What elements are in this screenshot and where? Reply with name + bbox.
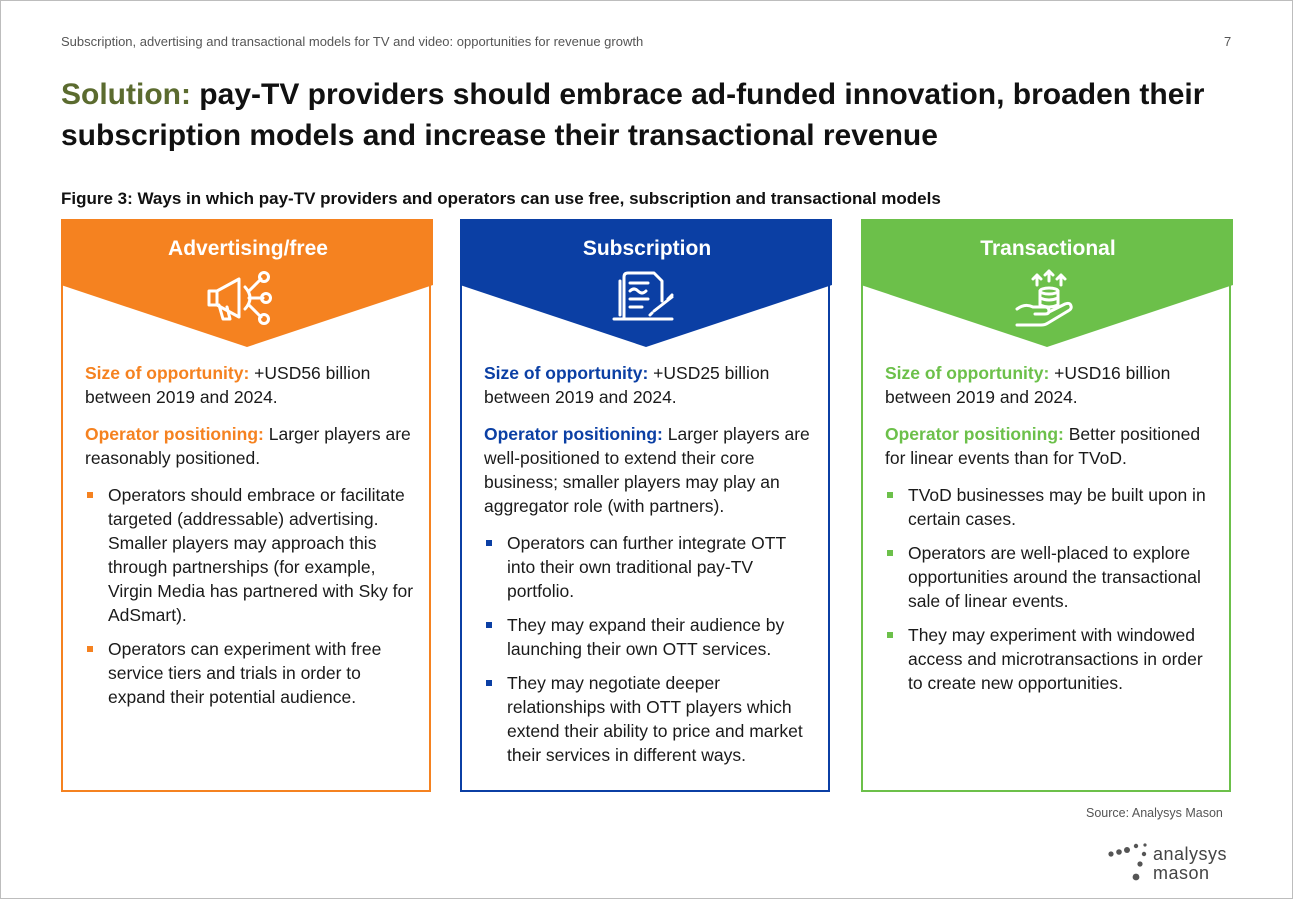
source-note: Source: Analysys Mason [1086, 806, 1223, 820]
bullet-text: TVoD businesses may be built upon in cer… [908, 485, 1206, 529]
bullet-list: Operators should embrace or facilitate t… [85, 483, 415, 709]
list-item: Operators can experiment with free servi… [85, 637, 415, 709]
bullet-icon [87, 492, 93, 498]
size-of-opportunity: Size of opportunity: +USD25 billion betw… [484, 361, 814, 409]
list-item: They may expand their audience by launch… [484, 613, 814, 661]
bullet-icon [887, 550, 893, 556]
card-body: Size of opportunity: +USD25 billion betw… [484, 361, 814, 777]
bullet-text: Operators should embrace or facilitate t… [108, 485, 414, 625]
list-item: TVoD businesses may be built upon in cer… [885, 483, 1215, 531]
positioning-label: Operator positioning: [85, 424, 264, 444]
size-text: +USD16 billion between 2019 and 2024. [885, 363, 1171, 407]
logo-word-1: analysys [1153, 844, 1228, 864]
bullet-icon [486, 680, 492, 686]
bullet-text: Operators are well-placed to explore opp… [908, 543, 1201, 611]
size-label: Size of opportunity: [484, 363, 649, 383]
hand-coins-icon [1013, 269, 1083, 327]
size-label: Size of opportunity: [885, 363, 1050, 383]
card-subscription: Subscription Size of opportunity: +USD25… [460, 219, 832, 792]
bullet-icon [87, 646, 93, 652]
bullet-text: Operators can further integrate OTT into… [507, 533, 786, 601]
bullet-list: Operators can further integrate OTT into… [484, 531, 814, 767]
card-title: Subscription [582, 237, 712, 260]
bullet-text: They may experiment with windowed access… [908, 625, 1203, 693]
page-number: 7 [1224, 34, 1232, 49]
card-body: Size of opportunity: +USD56 billion betw… [85, 361, 415, 719]
megaphone-icon [207, 269, 283, 325]
card-banner [861, 219, 1233, 349]
operator-positioning: Operator positioning: Larger players are… [484, 422, 814, 518]
title-rest: pay-TV providers should embrace ad-funde… [61, 78, 1205, 152]
size-of-opportunity: Size of opportunity: +USD16 billion betw… [885, 361, 1215, 409]
operator-positioning: Operator positioning: Larger players are… [85, 422, 415, 470]
positioning-label: Operator positioning: [885, 424, 1064, 444]
bullet-icon [887, 632, 893, 638]
card-title: Transactional [980, 237, 1116, 260]
list-item: Operators can further integrate OTT into… [484, 531, 814, 603]
bullet-list: TVoD businesses may be built upon in cer… [885, 483, 1215, 695]
figure-caption: Figure 3: Ways in which pay-TV providers… [61, 189, 941, 208]
bullet-icon [486, 622, 492, 628]
logo-dots-icon [1108, 843, 1147, 881]
title-lead: Solution: [61, 78, 191, 111]
size-label: Size of opportunity: [85, 363, 250, 383]
positioning-text: Better positioned for linear events than… [885, 424, 1201, 468]
logo-word-2: mason [1153, 863, 1210, 883]
analysys-mason-logo: analysys mason [1108, 842, 1238, 884]
size-text: +USD56 billion between 2019 and 2024. [85, 363, 371, 407]
positioning-text: Larger players are reasonably positioned… [85, 424, 411, 468]
operator-positioning: Operator positioning: Better positioned … [885, 422, 1215, 470]
card-body: Size of opportunity: +USD16 billion betw… [885, 361, 1215, 705]
bullet-text: They may expand their audience by launch… [507, 615, 785, 659]
list-item: Operators should embrace or facilitate t… [85, 483, 415, 627]
size-text: +USD25 billion between 2019 and 2024. [484, 363, 770, 407]
card-banner [61, 219, 433, 349]
document-signature-icon [612, 269, 682, 325]
running-header: Subscription, advertising and transactio… [61, 34, 644, 49]
list-item: They may experiment with windowed access… [885, 623, 1215, 695]
bullet-icon [486, 540, 492, 546]
card-advertising: Advertising/free Size of opportunity: +U… [61, 219, 433, 792]
size-of-opportunity: Size of opportunity: +USD56 billion betw… [85, 361, 415, 409]
slide-title: Solution: pay-TV providers should embrac… [61, 74, 1241, 156]
bullet-text: They may negotiate deeper relationships … [507, 673, 803, 765]
list-item: They may negotiate deeper relationships … [484, 671, 814, 767]
positioning-label: Operator positioning: [484, 424, 663, 444]
positioning-text: Larger players are well-positioned to ex… [484, 424, 810, 516]
bullet-icon [887, 492, 893, 498]
list-item: Operators are well-placed to explore opp… [885, 541, 1215, 613]
card-transactional: Transactional Size of opportunity: +USD1… [861, 219, 1233, 792]
bullet-text: Operators can experiment with free servi… [108, 639, 382, 707]
card-title: Advertising/free [168, 237, 328, 260]
